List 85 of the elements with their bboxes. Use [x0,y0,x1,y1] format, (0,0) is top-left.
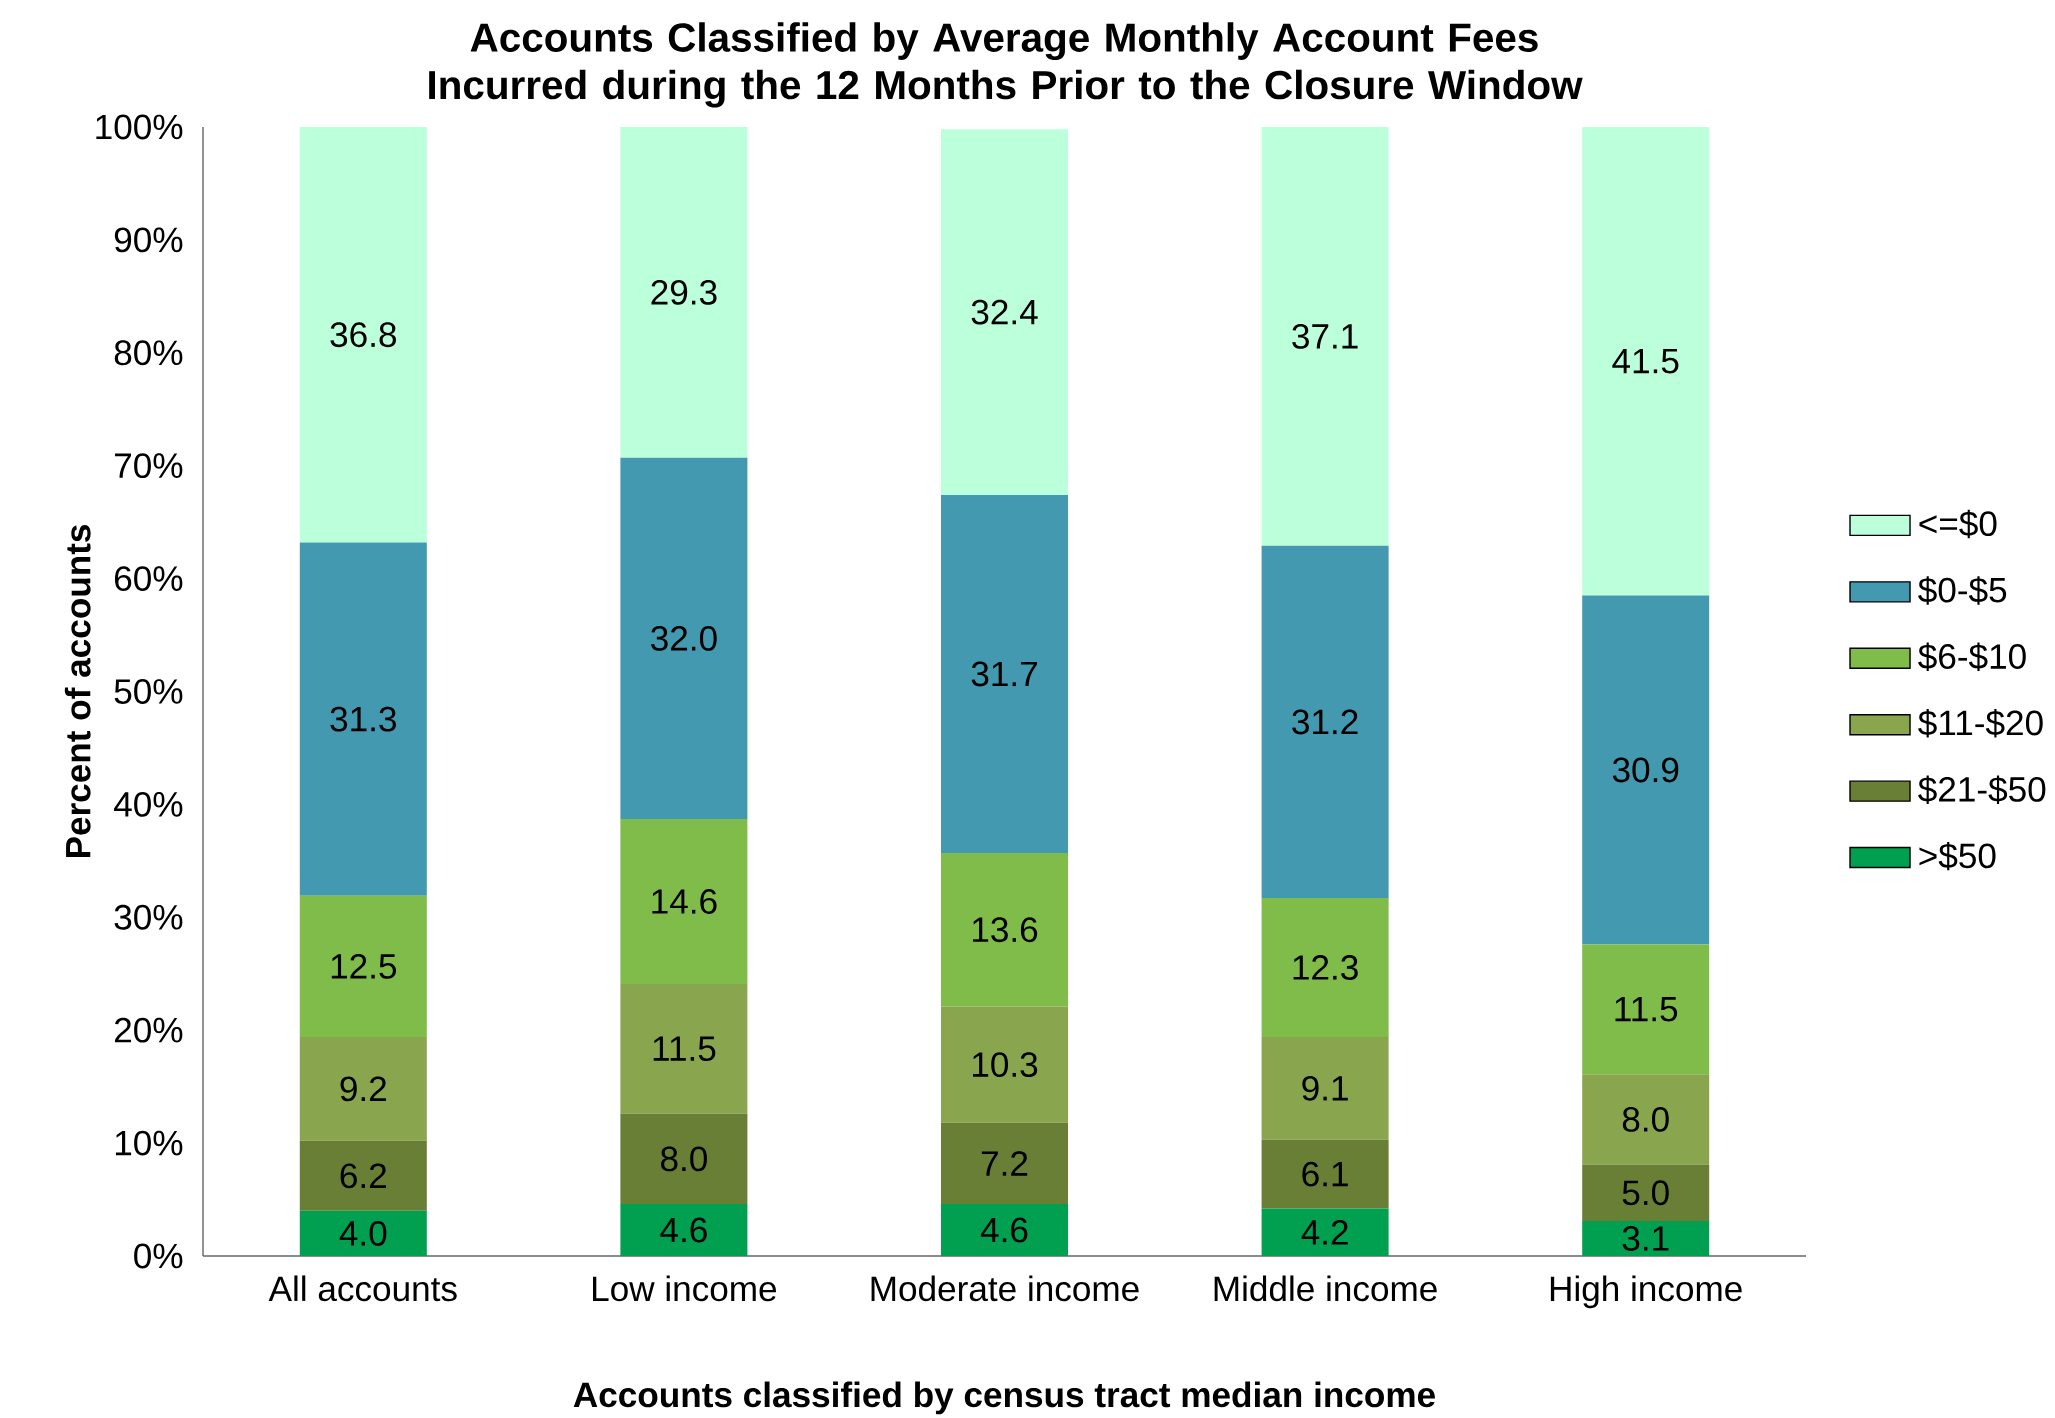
data-label: 36.8 [330,322,396,348]
bar [299,1140,427,1211]
data-label: 4.6 [660,1217,707,1243]
data-label: 6.1 [1302,1161,1348,1187]
y-tick-label: 0% [134,1243,183,1269]
bar [1261,545,1389,899]
data-label: 9.2 [340,1076,386,1102]
data-label: 5.0 [1622,1180,1669,1206]
data-label: 10.3 [973,1052,1038,1078]
data-label: 41.5 [1612,348,1679,374]
y-tick-label: 20% [114,1017,183,1043]
bar [1261,126,1389,546]
bar [940,1204,1069,1256]
data-label: 3.1 [1622,1226,1669,1251]
data-label: 37.1 [1292,323,1358,349]
bar [620,457,748,820]
bar [620,1113,748,1205]
bar [1582,1074,1710,1165]
bar [299,1210,427,1256]
y-tick-label: 100% [96,114,183,140]
y-axis-title: Percent of accounts [64,524,91,858]
y-tick-label: 60% [114,566,183,592]
data-label: 8.0 [1622,1106,1669,1132]
bar [940,1122,1069,1205]
bar [620,126,748,458]
x-tick-label: All accounts [268,1275,457,1302]
data-label: 11.5 [1615,997,1678,1022]
bar [1582,1164,1710,1221]
bar [940,129,1069,496]
data-label: 12.5 [331,953,397,979]
bar [299,1036,427,1141]
bar [299,895,427,1037]
bar [1582,944,1710,1075]
legend-label: >$50 [1919,841,1996,871]
bar [299,542,427,896]
data-label: 11.5 [653,1036,716,1062]
data-label: 4.6 [980,1217,1028,1243]
bar [1582,126,1710,596]
x-tick-label: Moderate income [871,1275,1139,1302]
x-tick-label: High income [1550,1275,1742,1309]
bar [1582,595,1710,945]
bar [940,852,1069,1007]
data-label: 30.9 [1612,757,1679,783]
y-tick-label: 50% [114,679,183,704]
legend-label: $6-$10 [1918,642,2026,672]
legend-label: $11-$20 [1918,709,2043,738]
bar [299,126,427,543]
y-tick-label: 10% [115,1130,183,1156]
y-tick-label: 90% [114,227,183,253]
data-label: 31.7 [971,661,1037,687]
data-label: 32.0 [651,625,717,651]
x-tick-label: Low income [593,1275,777,1302]
x-tick-label: Middle income [1214,1275,1437,1302]
x-axis-title: Accounts classified by census tract median income [573,1381,1435,1415]
y-tick-label: 40% [114,791,183,817]
bar [940,495,1069,853]
bar [620,983,748,1114]
bar [1261,1139,1389,1209]
data-label: 29.3 [651,279,717,305]
y-tick-label: 80% [114,340,183,366]
bar [1261,1208,1389,1256]
data-label: 4.0 [339,1220,387,1246]
y-tick-label: 70% [115,453,183,479]
data-label: 8.0 [661,1146,707,1172]
data-label: 31.3 [330,706,396,732]
data-label: 14.6 [652,889,717,914]
data-label: 9.1 [1302,1075,1348,1101]
data-label: 32.4 [971,299,1038,325]
data-label: 6.2 [340,1163,386,1189]
data-label: 13.6 [973,917,1038,943]
y-tick-label: 30% [114,904,183,930]
legend-label: $0-$5 [1918,576,2007,605]
bar [1261,898,1389,1037]
bar [1261,1036,1389,1140]
chart-title: Accounts Classified by Average Monthly Account Fees Incurred during the 12 Months Prior to the Closure Window [429,22,1583,108]
bar [940,1006,1069,1123]
bar [620,819,748,984]
data-label: 4.2 [1301,1220,1348,1245]
bar [620,1204,748,1256]
legend-label: <=$0 [1919,509,1997,539]
data-label: 12.3 [1293,955,1358,980]
legend-label: $21-$50 [1918,775,2046,804]
bar [1582,1220,1710,1256]
data-label: 31.2 [1292,709,1358,735]
data-label: 7.2 [981,1151,1028,1176]
